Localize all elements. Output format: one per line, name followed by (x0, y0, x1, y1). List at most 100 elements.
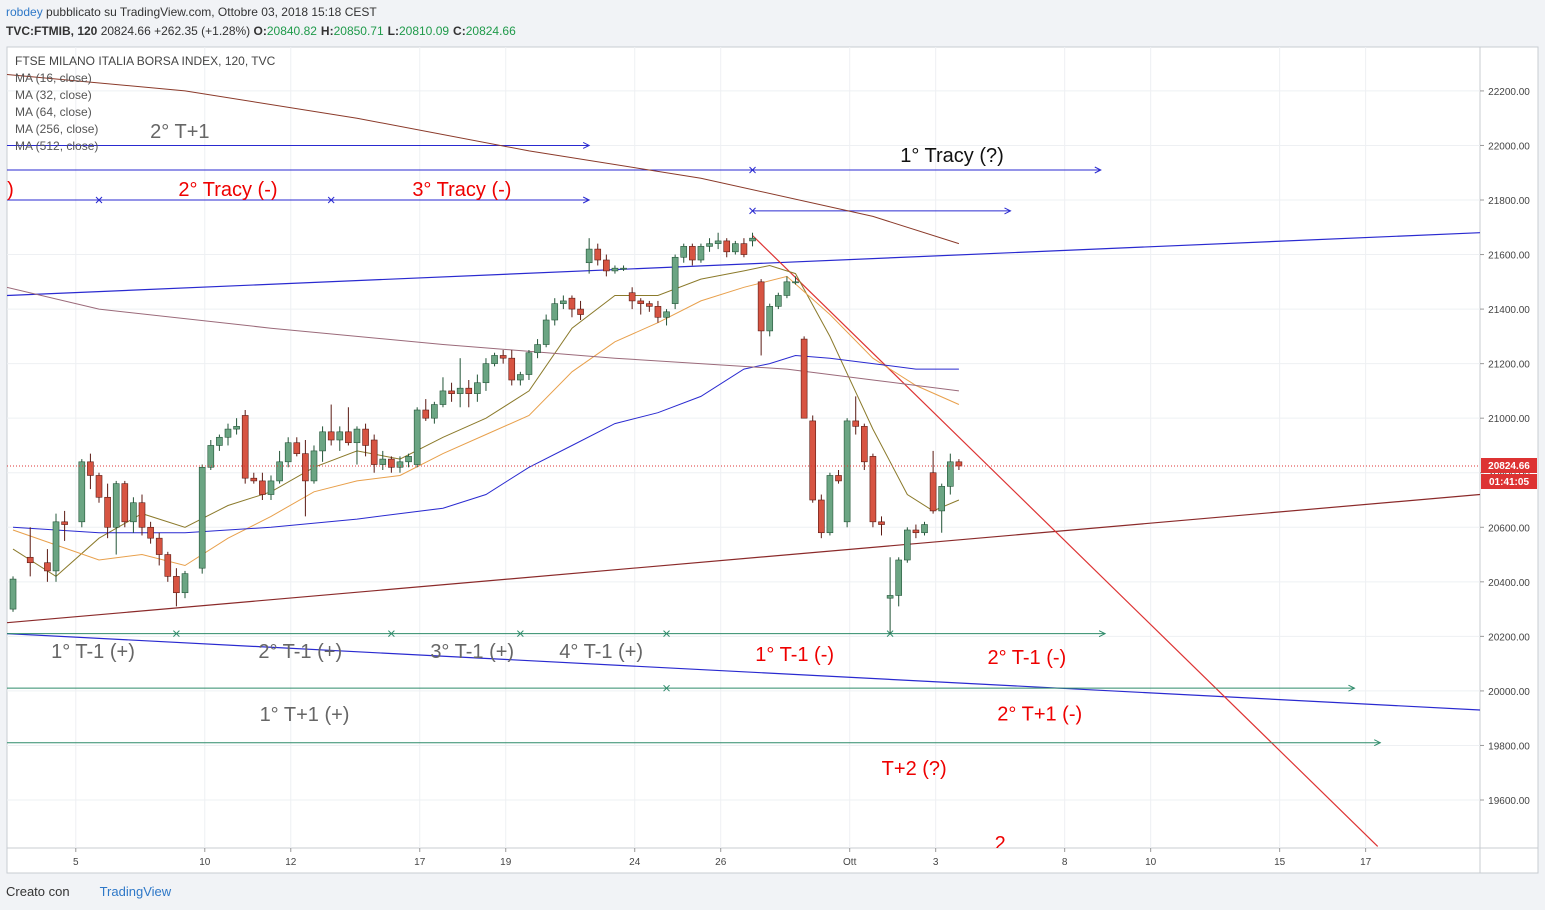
ohlc-label: O: (253, 24, 267, 38)
last-price-box (1481, 458, 1537, 474)
y-tick-label: 19800.00 (1488, 741, 1530, 752)
candle-body (594, 248, 602, 261)
candle-body (61, 521, 68, 525)
ohlc: O:20840.82 H:20850.71 L:20810.09 C:20824.66 (254, 24, 520, 38)
candle-body (749, 237, 756, 242)
arrow-head (1098, 630, 1107, 638)
header-line: robdey pubblicato su TradingView.com, Ot… (6, 3, 520, 22)
annotation: 4° T-1 (+) (559, 641, 643, 663)
ohlc-label: L: (387, 24, 399, 38)
candle-body (663, 311, 670, 318)
candle-body (44, 562, 51, 572)
annotation: 1° T+1 (+) (260, 704, 350, 726)
candle-body (525, 352, 533, 375)
annotation: 2 (995, 833, 1006, 855)
y-tick-label: 20200.00 (1488, 632, 1530, 643)
legend-entry: MA (64, close) (15, 105, 92, 119)
candle-body (852, 420, 860, 427)
candle-body (714, 240, 722, 244)
candle-body (293, 442, 301, 454)
candle-body (869, 456, 877, 523)
candle-body (706, 243, 713, 247)
candle-body (336, 431, 344, 441)
candle-body (431, 404, 438, 419)
y-tick-label: 22200.00 (1488, 87, 1530, 98)
candle-body (388, 458, 395, 468)
candle-body (895, 559, 903, 596)
x-tick-label: 10 (1145, 857, 1157, 868)
candle-body (52, 521, 60, 572)
candle-body (241, 415, 249, 479)
ohlc-value: 20824.66 (465, 24, 516, 38)
candle-body (947, 461, 954, 487)
legend-entry: MA (16, close) (15, 71, 92, 85)
y-tick-label: 22000.00 (1488, 141, 1530, 152)
candle-body (577, 308, 584, 315)
candle-body (233, 426, 240, 430)
arrow-marker (517, 630, 524, 637)
last-price-label: 20824.66 (1488, 461, 1530, 472)
candle-body (689, 246, 696, 261)
candle-body (181, 573, 189, 594)
candle-body (792, 281, 799, 284)
candle-body (646, 303, 653, 307)
arrow-head (582, 196, 591, 204)
arrow-marker (173, 630, 180, 637)
candle-body (775, 295, 782, 307)
ohlc-value: 20810.09 (398, 24, 450, 38)
x-tick-label: 10 (199, 857, 211, 868)
candle-body (327, 431, 335, 441)
change: +262.35 (+1.28%) (154, 24, 251, 38)
user[interactable]: robdey (6, 5, 43, 19)
candle-body (809, 420, 817, 501)
candle-body (87, 461, 94, 476)
candle-body (345, 431, 352, 444)
candle-body (542, 319, 550, 345)
candle-body (474, 382, 481, 394)
candle-body (878, 521, 885, 525)
y-tick-label: 20600.00 (1488, 523, 1530, 534)
annotation: 2° T-1 (+) (258, 641, 342, 663)
annotation: T+2 (?) (882, 758, 947, 780)
candle-body (551, 303, 559, 321)
candle-body (637, 300, 645, 304)
candle-body (861, 426, 868, 463)
x-tick-label: 15 (1274, 857, 1286, 868)
moving-average (7, 74, 960, 245)
arrow-head (1094, 166, 1102, 174)
countdown: 01:41:05 (1489, 477, 1529, 488)
candle-body (164, 554, 172, 577)
chart-background (6, 46, 1539, 874)
y-tick-label: 19600.00 (1488, 796, 1530, 807)
published: pubblicato su TradingView.com, Ottobre 0… (46, 5, 377, 19)
arrow-head (1004, 207, 1012, 215)
candle-body (671, 256, 679, 304)
candle-body (284, 442, 292, 463)
annotation: 1° T-1 (+) (51, 641, 135, 663)
brand[interactable]: TradingView (99, 884, 172, 899)
candle-body (912, 529, 920, 534)
arrow-marker (95, 196, 103, 204)
annotation: 2° Tracy (-) (178, 179, 277, 201)
annotation: 1° Tracy (?) (900, 145, 1004, 167)
y-tick-label: 20000.00 (1488, 687, 1530, 698)
candle-body (95, 475, 103, 498)
candle-body (740, 243, 748, 255)
plot: 2° T+1 1° Tracy (?)) 2° Tracy (-) 3° Tracy … (7, 47, 1480, 855)
legend-entry: MA (32, close) (15, 88, 92, 102)
x-tick-label: 12 (285, 857, 297, 868)
moving-average (12, 264, 960, 578)
x-tick-label: 3 (933, 857, 939, 868)
candle-body (818, 499, 825, 534)
x-tick-label: 26 (715, 857, 727, 868)
candle-body (370, 439, 378, 465)
candle-body (560, 300, 567, 304)
candle-body (517, 374, 524, 381)
annotation: 3° Tracy (-) (412, 179, 511, 201)
header: robdey pubblicato su TradingView.com, Ot… (6, 3, 520, 41)
moving-average (12, 354, 959, 534)
annotation: 3° T-1 (+) (430, 641, 514, 663)
x-tick-label: Ott (843, 857, 857, 868)
candle-body (482, 363, 490, 384)
x-tick-label: 8 (1062, 857, 1068, 868)
